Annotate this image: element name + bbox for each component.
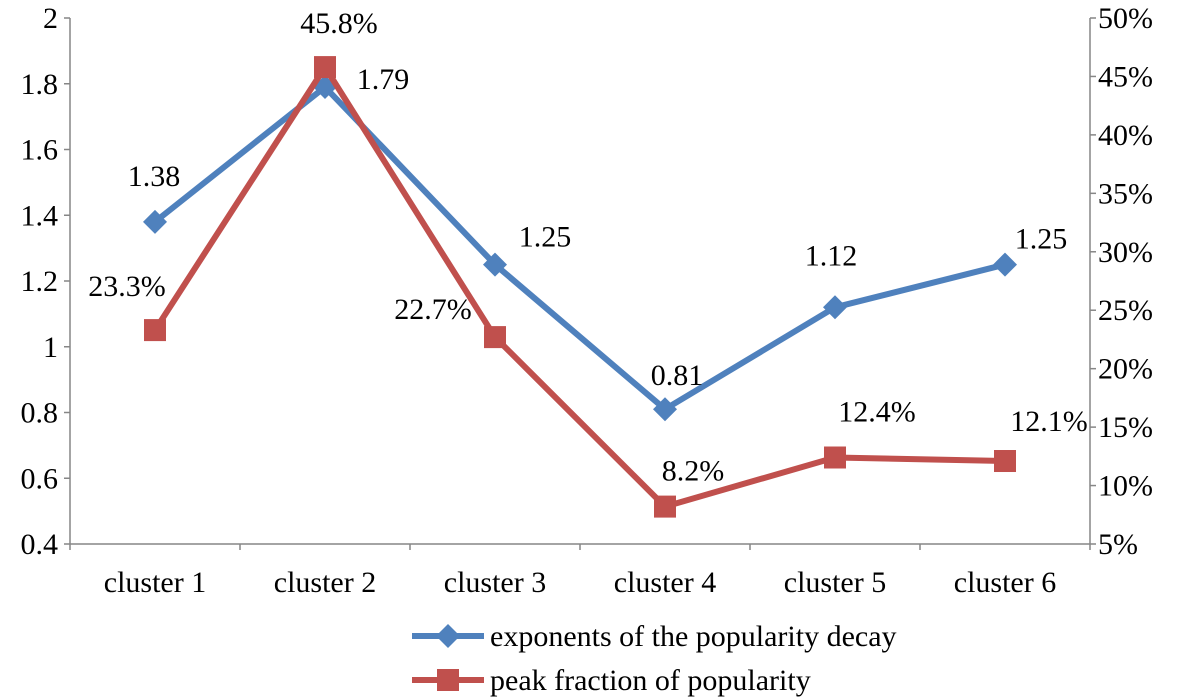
- x-tick-label: cluster 1: [104, 566, 206, 599]
- left-tick-label: 1.6: [21, 134, 59, 167]
- series-1-data-label: 0.81: [651, 359, 704, 392]
- series-1-point: [823, 295, 847, 320]
- series-1: [143, 75, 1017, 422]
- series-2-point: [484, 326, 506, 349]
- x-tick-label: cluster 5: [784, 566, 886, 599]
- series-2-line: [152, 64, 1006, 510]
- x-tick-label: cluster 2: [274, 566, 376, 599]
- left-tick-label: 1.4: [21, 199, 59, 232]
- right-tick-label: 40%: [1098, 119, 1153, 152]
- legend-marker: [437, 669, 459, 691]
- right-axis-ticks: 5% 10% 15% 20% 25% 30% 35% 40% 45% 50%: [1090, 2, 1153, 561]
- series-2-point: [144, 319, 166, 342]
- right-tick-label: 5%: [1098, 528, 1138, 561]
- series-2-point: [314, 56, 336, 79]
- left-tick-label: 0.4: [21, 528, 59, 561]
- left-tick-label: 1.2: [21, 265, 59, 298]
- right-tick-label: 25%: [1098, 294, 1153, 327]
- series-2-data-label: 22.7%: [394, 293, 472, 326]
- legend-item: peak fraction of popularity: [412, 664, 811, 697]
- series-2-point: [654, 495, 676, 518]
- legend: exponents of the popularity decay peak fr…: [412, 620, 897, 697]
- series-2-data-label: 12.1%: [1010, 405, 1088, 438]
- series-2-data-label: 8.2%: [662, 455, 725, 488]
- right-tick-label: 20%: [1098, 353, 1153, 386]
- series-1-data-label: 1.12: [805, 239, 858, 272]
- right-tick-label: 35%: [1098, 177, 1153, 210]
- series-1-data-label: 1.25: [1015, 223, 1068, 256]
- right-tick-label: 10%: [1098, 470, 1153, 503]
- left-axis-ticks: 0.4 0.6 0.8 1 1.2 1.4 1.6 1.8 2: [21, 2, 70, 561]
- x-tick-label: cluster 3: [444, 566, 546, 599]
- right-tick-label: 15%: [1098, 411, 1153, 444]
- series-1-data-label: 1.79: [357, 63, 410, 96]
- left-tick-label: 0.8: [21, 397, 59, 430]
- series-1-point: [483, 252, 507, 277]
- series-2-data-label: 23.3%: [88, 270, 166, 303]
- series-2-data-label: 12.4%: [838, 396, 916, 429]
- legend-marker: [436, 624, 460, 648]
- x-tick-label: cluster 4: [614, 566, 716, 599]
- right-tick-label: 30%: [1098, 236, 1153, 269]
- legend-label: peak fraction of popularity: [490, 664, 811, 697]
- left-tick-label: 2: [43, 2, 58, 35]
- data-labels: 1.38 1.79 1.25 0.81 1.12 1.25 23.3% 45.8% 22.7% 8…: [88, 7, 1088, 488]
- legend-label: exponents of the popularity decay: [490, 620, 897, 653]
- series-1-point: [653, 397, 677, 422]
- left-tick-label: 1.8: [21, 68, 59, 101]
- series-2-data-label: 45.8%: [300, 7, 378, 40]
- series-2-point: [824, 446, 846, 469]
- series-1-data-label: 1.38: [128, 160, 181, 193]
- left-tick-label: 1: [43, 331, 58, 364]
- x-tick-label: cluster 6: [954, 566, 1056, 599]
- series-layer: [143, 56, 1017, 518]
- series-1-point: [143, 209, 167, 234]
- x-axis-ticks: cluster 1 cluster 2 cluster 3 cluster 4 clus…: [69, 544, 1091, 599]
- series-2: [144, 56, 1016, 518]
- series-1-point: [993, 252, 1017, 277]
- left-tick-label: 0.6: [21, 462, 59, 495]
- series-2-point: [994, 450, 1016, 473]
- right-tick-label: 50%: [1098, 2, 1153, 35]
- right-tick-label: 45%: [1098, 60, 1153, 93]
- legend-item: exponents of the popularity decay: [412, 620, 897, 653]
- series-1-data-label: 1.25: [519, 221, 572, 254]
